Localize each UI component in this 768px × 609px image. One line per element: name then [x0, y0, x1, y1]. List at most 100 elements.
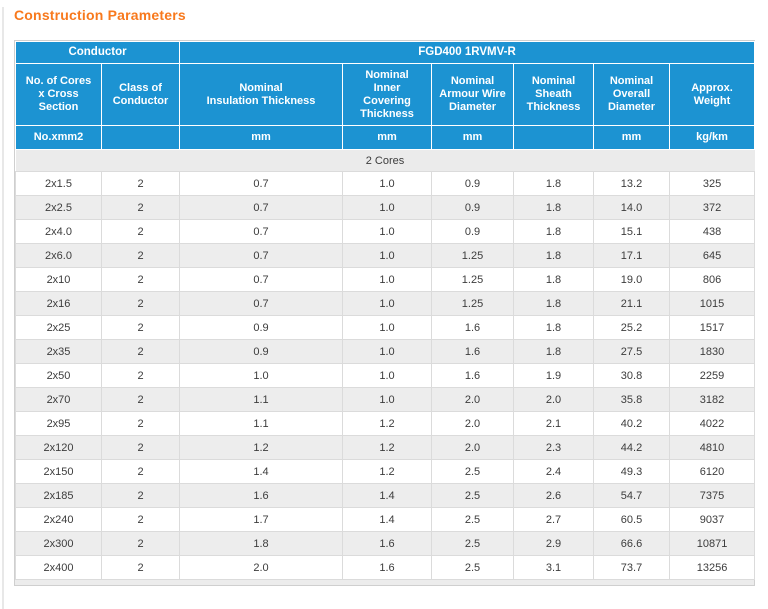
table-cell: 2.0 [179, 555, 344, 580]
table-cell: 2 [100, 387, 181, 412]
table-cell: 1.4 [342, 507, 433, 532]
table-row: 2x95 2 1.1 1.2 2.0 2.1 40.2 4022 [15, 411, 756, 436]
table-row: 2x35 2 0.9 1.0 1.6 1.8 27.5 1830 [15, 339, 756, 364]
table-cell: 1.8 [513, 219, 595, 244]
table-cell: 0.7 [179, 243, 344, 268]
table-cell: 2 [100, 267, 181, 292]
section-label: 2 Cores [15, 149, 755, 172]
table-cell: 3182 [669, 387, 756, 412]
group-header-product-code: FGD400 1RVMV-R [179, 41, 756, 64]
table-cell: 2x120 [15, 435, 102, 460]
table-cell: 1015 [669, 291, 756, 316]
table-cell: 2.3 [513, 435, 595, 460]
table-row: 2x400 2 2.0 1.6 2.5 3.1 73.7 13256 [15, 555, 756, 580]
unit-insulation-thickness: mm [179, 125, 344, 150]
table-cell: 2.0 [431, 435, 515, 460]
table-cell: 2x35 [15, 339, 102, 364]
table-cell: 1.8 [513, 315, 595, 340]
table-cell: 1.0 [342, 291, 433, 316]
table-cell: 2 [100, 315, 181, 340]
table-cell: 19.0 [593, 267, 671, 292]
table-cell: 2.9 [513, 531, 595, 556]
table-cell: 438 [669, 219, 756, 244]
table-cell: 30.8 [593, 363, 671, 388]
group-header-row: Conductor FGD400 1RVMV-R [14, 41, 756, 64]
table-row: 2x16 2 0.7 1.0 1.25 1.8 21.1 1015 [15, 291, 756, 316]
table-cell: 2x240 [15, 507, 102, 532]
table-cell: 2.5 [431, 507, 515, 532]
table-cell: 0.7 [179, 219, 344, 244]
table-cell: 1.7 [179, 507, 344, 532]
table-cell: 2.5 [431, 555, 515, 580]
column-header-armour-wire-diameter: Nominal Armour Wire Diameter [431, 63, 515, 126]
table-cell: 2x300 [15, 531, 102, 556]
table-cell: 1.0 [342, 267, 433, 292]
table-cell: 2 [100, 195, 181, 220]
column-header-class-of-conductor: Class of Conductor [100, 63, 181, 126]
unit-overall-diameter: mm [593, 125, 671, 150]
table-cell: 2x95 [15, 411, 102, 436]
table-cell: 2x10 [15, 267, 102, 292]
table-cell: 806 [669, 267, 756, 292]
table-cell: 1.2 [342, 435, 433, 460]
table-row: 2x6.0 2 0.7 1.0 1.25 1.8 17.1 645 [15, 243, 756, 268]
table-cell: 1.6 [342, 531, 433, 556]
page: Construction Parameters Conductor FGD400… [0, 7, 768, 609]
table-cell: 2 [100, 243, 181, 268]
table-cell: 645 [669, 243, 756, 268]
table-row: 2x120 2 1.2 1.2 2.0 2.3 44.2 4810 [15, 435, 756, 460]
table-cell: 2x50 [15, 363, 102, 388]
column-header-approx-weight: Approx. Weight [669, 63, 756, 126]
table-cell: 2 [100, 531, 181, 556]
table-cell: 2x16 [15, 291, 102, 316]
table-cell: 1.6 [431, 339, 515, 364]
units-row: No.xmm2 mm mm mm mm kg/km [15, 125, 756, 150]
table-cell: 2.5 [431, 483, 515, 508]
table-body: 2 Cores 2x1.5 2 0.7 1.0 0.9 1.8 13.2 325 2x2.5 2 0… [15, 149, 756, 580]
column-header-inner-covering-thickness: Nominal Inner Covering Thickness [342, 63, 433, 126]
table-cell: 1.8 [513, 195, 595, 220]
table-cell: 0.9 [179, 339, 344, 364]
table-cell: 1517 [669, 315, 756, 340]
table-cell: 0.7 [179, 291, 344, 316]
table-cell: 2.6 [513, 483, 595, 508]
table-cell: 35.8 [593, 387, 671, 412]
table-cell: 1.8 [513, 267, 595, 292]
table-cell: 9037 [669, 507, 756, 532]
table-cell: 2x4.0 [15, 219, 102, 244]
table-cell: 14.0 [593, 195, 671, 220]
table-cell: 1.8 [513, 171, 595, 196]
unit-inner-covering-thickness: mm [342, 125, 433, 150]
table-cell: 13256 [669, 555, 756, 580]
table-cell: 1.0 [342, 387, 433, 412]
column-header-insulation-thickness: Nominal Insulation Thickness [179, 63, 344, 126]
table-cell: 1.8 [513, 339, 595, 364]
table-cell: 1.0 [342, 171, 433, 196]
table-cell: 2x1.5 [15, 171, 102, 196]
table-cell: 1.0 [342, 219, 433, 244]
table-cell: 10871 [669, 531, 756, 556]
construction-parameters-table: Conductor FGD400 1RVMV-R No. of Cores x … [14, 40, 756, 586]
table-cell: 1.1 [179, 411, 344, 436]
table-cell: 1.0 [342, 363, 433, 388]
unit-class-of-conductor [100, 125, 181, 150]
table-cell: 27.5 [593, 339, 671, 364]
table-cell: 0.7 [179, 171, 344, 196]
table-cell: 1.8 [513, 291, 595, 316]
column-header-row: No. of Cores x Cross Section Class of Co… [15, 63, 756, 126]
table-cell: 0.9 [431, 195, 515, 220]
table-cell: 1.0 [342, 195, 433, 220]
table-cell: 2 [100, 219, 181, 244]
table-cell: 1.2 [342, 459, 433, 484]
table-cell: 21.1 [593, 291, 671, 316]
table-cell: 2 [100, 291, 181, 316]
table-row: 2x240 2 1.7 1.4 2.5 2.7 60.5 9037 [15, 507, 756, 532]
table-cell: 2.5 [431, 459, 515, 484]
table-cell: 1.6 [431, 363, 515, 388]
table-cell: 73.7 [593, 555, 671, 580]
table-cell: 15.1 [593, 219, 671, 244]
table-cell: 1.0 [179, 363, 344, 388]
table-cell: 2 [100, 507, 181, 532]
table-cell: 1.8 [179, 531, 344, 556]
table-cell: 325 [669, 171, 756, 196]
